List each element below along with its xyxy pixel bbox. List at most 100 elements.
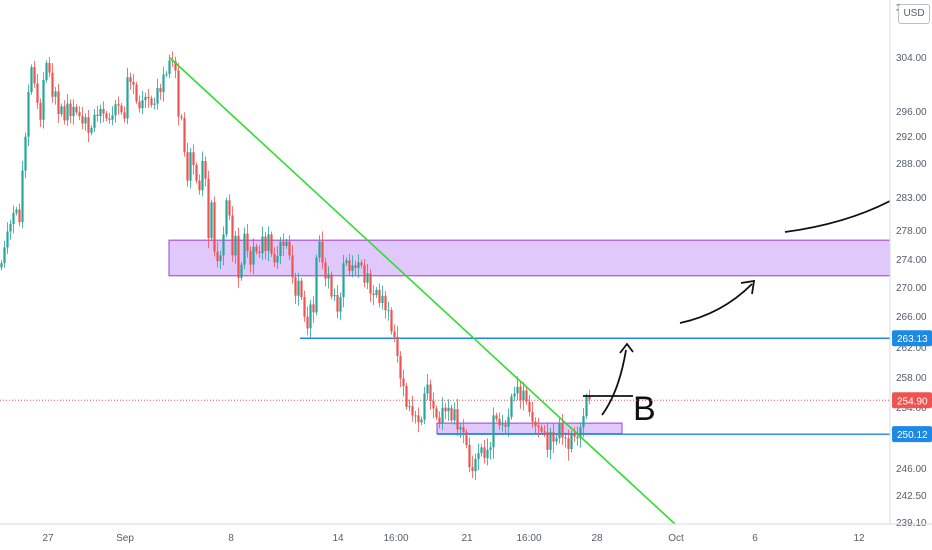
- price-axis[interactable]: 312.00304.00296.00292.00288.00283.00278.…: [889, 0, 932, 529]
- candle-body: [306, 316, 309, 329]
- x-tick-label: 8: [228, 533, 234, 544]
- y-tick-label: 246.00: [896, 464, 927, 475]
- candle-body: [237, 235, 240, 278]
- candle-body: [273, 253, 276, 263]
- candle-body: [219, 255, 222, 262]
- y-tick-labels: 312.00304.00296.00292.00288.00283.00278.…: [896, 3, 927, 529]
- candle-body: [507, 416, 510, 427]
- y-tick-label: 254.00: [896, 403, 927, 414]
- candle-body: [462, 427, 465, 433]
- candle-body: [366, 273, 369, 283]
- candle-body: [72, 106, 75, 116]
- candle-body: [15, 209, 18, 213]
- candle-body: [111, 115, 114, 120]
- candle-body: [480, 447, 483, 454]
- candle-body: [528, 401, 531, 412]
- candle-body: [435, 408, 438, 418]
- candle-body: [126, 77, 129, 119]
- candle-body: [393, 331, 396, 337]
- candle-body: [486, 449, 489, 459]
- candle-body: [408, 406, 411, 408]
- candle-body: [99, 108, 102, 116]
- candle-body: [246, 233, 249, 252]
- price-badge-label: 254.90: [897, 396, 928, 407]
- annotation-b-label: B: [633, 390, 656, 428]
- candle-body: [579, 427, 582, 439]
- time-axis[interactable]: 27 Sep 8 14 16:00 21 16:00 28 Oct 6 12: [0, 523, 932, 544]
- candle-body: [153, 103, 156, 105]
- candle-body: [51, 72, 54, 97]
- candle-body: [201, 160, 204, 191]
- x-tick-label: 27: [42, 533, 54, 544]
- curve-line-top: [784, 200, 891, 233]
- candle-body: [567, 438, 570, 450]
- candle-body: [459, 427, 462, 430]
- candle-body: [357, 262, 360, 269]
- candle-body: [0, 263, 3, 268]
- candle-body: [36, 83, 39, 103]
- candle-body: [216, 251, 219, 262]
- candle-body: [78, 112, 81, 116]
- currency-label[interactable]: USD: [898, 4, 930, 24]
- candle-body: [321, 241, 324, 263]
- candle-body: [525, 390, 528, 402]
- candle-body: [426, 384, 429, 394]
- candle-body: [558, 423, 561, 439]
- candle-body: [141, 100, 144, 109]
- y-tick-label: 283.00: [896, 193, 927, 204]
- candle-body: [276, 256, 279, 263]
- x-tick-label: 14: [332, 533, 344, 544]
- candle-body: [186, 152, 189, 181]
- candle-body: [30, 67, 33, 93]
- trendline-line: [168, 56, 676, 525]
- candle-body: [96, 114, 99, 116]
- candle-body: [144, 96, 147, 101]
- y-tick-label: 278.00: [896, 226, 927, 237]
- candle-body: [438, 417, 441, 424]
- candle-body: [504, 424, 507, 427]
- candle-body: [537, 425, 540, 428]
- candle-body: [447, 407, 450, 412]
- candle-body: [540, 427, 543, 432]
- candle-body: [465, 432, 468, 445]
- candle-body: [264, 236, 267, 252]
- candle-body: [285, 241, 288, 246]
- candle-body: [267, 234, 270, 252]
- candle-body: [117, 104, 120, 106]
- x-tick-label: Sep: [116, 533, 134, 544]
- candle-body: [432, 401, 435, 409]
- candle-body: [42, 79, 45, 120]
- candle-body: [165, 73, 168, 75]
- candle-body: [372, 293, 375, 295]
- candle-body: [468, 444, 471, 468]
- candle-body: [450, 407, 453, 421]
- candle-body: [510, 396, 513, 417]
- candle-body: [573, 433, 576, 437]
- candle-body: [108, 118, 111, 120]
- candle-body: [501, 424, 504, 426]
- candle-body: [336, 294, 339, 312]
- candle-body: [195, 165, 198, 181]
- candle-body: [180, 116, 183, 118]
- price-badge-label: 250.12: [897, 430, 928, 441]
- candle-body: [585, 396, 588, 417]
- candle-body: [300, 280, 303, 298]
- candle-body: [483, 447, 486, 459]
- candle-body: [345, 260, 348, 264]
- arrow-head-1: [619, 342, 634, 354]
- candle-body: [369, 273, 372, 294]
- y-tick-label: 292.00: [896, 132, 927, 143]
- candle-body: [243, 233, 246, 265]
- candle-body: [405, 386, 408, 407]
- candle-body: [324, 262, 327, 279]
- candle-body: [225, 200, 228, 235]
- zone-rect: [436, 422, 623, 435]
- candle-body: [162, 74, 165, 93]
- trendline: [168, 56, 676, 525]
- candle-body: [114, 104, 117, 116]
- candle-body: [204, 160, 207, 179]
- candle-body: [252, 246, 255, 265]
- candle-body: [390, 310, 393, 332]
- candle-body: [549, 432, 552, 450]
